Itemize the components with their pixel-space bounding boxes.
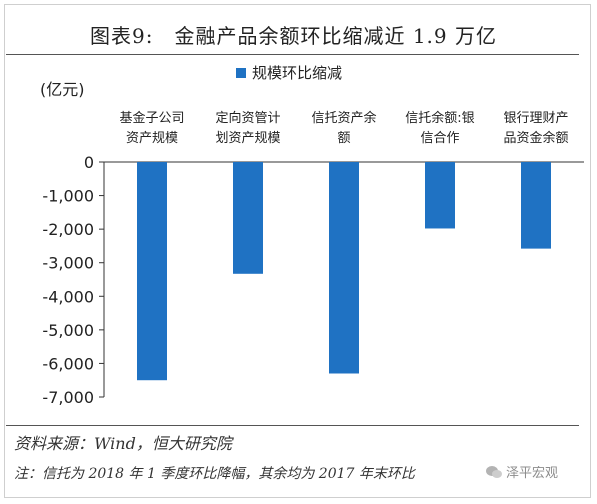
category-label: 信合作: [420, 131, 459, 146]
category-label: 品资金余额: [503, 130, 568, 146]
footnote: 注：信托为 2018 年 1 季度环比降幅，其余均为 2017 年末环比: [14, 466, 415, 482]
y-tick-label: -6,000: [42, 354, 94, 373]
y-axis: 0 -1,000 -2,000 -3,000 -4,000 -5,000 -6,000 -7,…: [42, 153, 584, 407]
watermark-text: 泽平宏观: [506, 466, 559, 481]
y-tick-label: -3,000: [42, 254, 94, 273]
bars: [137, 162, 551, 381]
y-tick-label: -5,000: [42, 321, 94, 340]
figure-title: 图表9: 金融产品余额环比缩减近 1.9 万亿: [90, 24, 497, 48]
wechat-icon: [486, 465, 502, 478]
legend-label: 规模环比缩减: [252, 64, 343, 82]
watermark: 泽平宏观: [486, 462, 558, 481]
source-note: 资料来源：Wind，恒大研究院: [14, 434, 232, 453]
unit-label: (亿元): [40, 80, 85, 99]
chart-legend: 规模环比缩减: [236, 62, 342, 83]
bar: [329, 162, 359, 374]
y-tick-label: -2,000: [42, 220, 94, 239]
category-label: 信托余额:银: [405, 110, 474, 126]
title-divider: [6, 54, 579, 55]
category-label: 资产规模: [126, 131, 178, 146]
bar: [425, 162, 455, 229]
bar: [137, 162, 167, 381]
category-label: 额: [337, 131, 350, 146]
category-label: 定向资管计: [215, 110, 280, 126]
y-tick-label: -4,000: [42, 287, 94, 306]
figure-frame: [4, 4, 591, 498]
bar: [521, 162, 551, 249]
footer-divider: [6, 425, 579, 426]
legend-swatch: [236, 67, 246, 78]
category-label: 基金子公司: [119, 110, 184, 126]
category-label: 银行理财产: [503, 111, 568, 126]
y-tick-label: -1,000: [42, 187, 94, 206]
bar: [233, 162, 263, 274]
category-label: 划资产规模: [215, 131, 280, 146]
y-tick-label: 0: [84, 153, 94, 172]
y-tick-label: -7,000: [42, 388, 94, 407]
category-label: 信托资产余: [311, 110, 376, 126]
